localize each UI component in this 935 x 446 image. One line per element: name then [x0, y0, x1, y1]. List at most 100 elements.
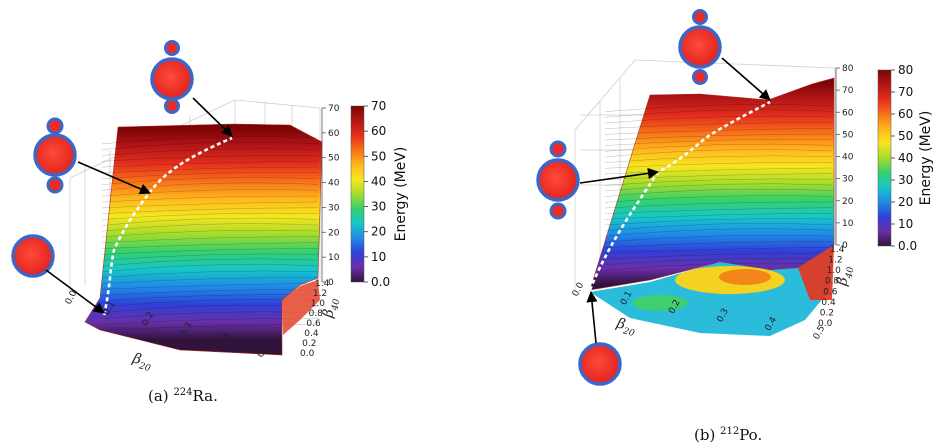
panel-a-fission-path: [102, 136, 233, 316]
panel-b-arrow-scission: [721, 57, 771, 101]
y-tick-label: 0.0: [818, 319, 833, 329]
z-tick-label: 70: [842, 86, 854, 96]
panel-a-nucleus-scission-icon: [150, 40, 194, 114]
contour-line: [604, 188, 833, 197]
panel-a-y-ticks: 0.00.20.40.60.81.01.21.4: [300, 279, 330, 359]
panel-a-contours: [101, 136, 319, 331]
contour-line: [101, 223, 319, 232]
z-tick-label: 20: [328, 228, 340, 238]
panel-b-y-ticks: 0.00.20.40.60.81.01.21.4: [818, 245, 845, 329]
y-tick-label: 0.6: [306, 319, 321, 329]
z-tick-label: 0: [328, 278, 334, 288]
contour-line: [101, 248, 319, 255]
contour-line: [101, 242, 319, 249]
contour-line: [101, 207, 319, 214]
contour-line: [101, 160, 319, 168]
contour-line: [101, 201, 319, 209]
contour-line: [604, 133, 833, 141]
y-tick-label: 0.4: [821, 298, 836, 308]
colorbar-tick-label: 0.0: [371, 275, 390, 289]
x-tick-label: 0.0: [64, 289, 80, 307]
panel-b-floor-hot-region: [719, 269, 771, 285]
contour-line: [604, 223, 833, 231]
y-tick-label: 1.4: [315, 279, 330, 289]
colorbar-tick-label: 10: [371, 250, 386, 264]
y-tick-label: 1.0: [311, 299, 326, 309]
z-tick-label: 30: [328, 203, 340, 213]
panel-b-y-label: β40: [834, 264, 856, 288]
colorbar-tick-label: 30: [371, 200, 386, 214]
contour-line: [604, 162, 833, 169]
panel-b-caption: (b) 212Po.: [694, 426, 762, 444]
colorbar-tick-label: 0.0: [898, 239, 917, 253]
colorbar-tick-label: 60: [898, 107, 913, 121]
z-tick-label: 40: [842, 153, 854, 163]
contour-line: [604, 115, 833, 124]
y-tick-label: 1.0: [827, 266, 842, 276]
colorbar-tick-label: 40: [898, 151, 913, 165]
colorbar-tick-label: 20: [371, 225, 386, 239]
y-tick-label: 1.2: [313, 289, 327, 299]
panel-a-nucleus-deformed-icon: [33, 117, 77, 194]
contour-line: [101, 154, 319, 162]
panel-a-colorbar: [350, 105, 365, 283]
contour-line: [604, 139, 833, 146]
y-tick-label: 0.8: [309, 309, 324, 319]
panel-b-floor-green-region: [632, 295, 688, 311]
z-tick-label: 70: [328, 104, 340, 114]
contour-line: [604, 201, 833, 209]
colorbar-tick-label: 40: [371, 174, 386, 188]
z-tick-label: 10: [328, 253, 340, 263]
contour-line: [604, 252, 833, 260]
z-tick-label: 10: [842, 219, 854, 229]
y-tick-label: 0.2: [820, 308, 834, 318]
contour-line: [604, 143, 833, 152]
panel-a-colorbar-ticks: 70 60 50 40 30 20 10 0.0: [364, 99, 390, 289]
colorbar-tick-label: 50: [898, 129, 913, 143]
contour-line: [604, 213, 833, 220]
contour-line: [604, 195, 833, 203]
z-tick-label: 40: [328, 179, 340, 189]
contour-line: [101, 136, 319, 145]
panel-b-x-label: β20: [613, 315, 638, 339]
panel-a-nucleus-spherical-icon: [11, 234, 55, 278]
contour-line: [604, 241, 833, 248]
z-tick-label: 80: [842, 64, 854, 74]
panel-a-y-label: β40: [320, 296, 342, 320]
panel-b-arrow-deformed: [579, 167, 660, 184]
z-tick-label: 50: [842, 130, 854, 140]
panel-b-floor-edge: [798, 245, 834, 300]
colorbar-tick-label: 30: [898, 173, 913, 187]
contour-line: [101, 229, 319, 238]
z-tick-label: 0: [842, 241, 848, 251]
panel-b-contours: [604, 104, 833, 271]
contour-line: [604, 173, 833, 180]
contour-line: [101, 141, 319, 150]
contour-line: [604, 247, 833, 254]
colorbar-tick-label: 60: [371, 124, 386, 138]
contour-line: [101, 172, 319, 180]
contour-line: [604, 167, 833, 175]
contour-line: [101, 195, 319, 203]
contour-line: [604, 149, 833, 158]
contour-line: [604, 128, 833, 135]
colorbar-tick-label: 20: [898, 195, 913, 209]
panel-b-z-axis: 0 10 20 30 40 50 60 70 80: [835, 64, 854, 251]
contour-line: [101, 182, 319, 191]
contour-line: [101, 288, 319, 296]
panel-a-x-label: β20: [129, 350, 154, 374]
colorbar-tick-label: 70: [898, 85, 913, 99]
contour-line: [101, 264, 319, 273]
contour-line: [101, 236, 319, 244]
colorbar-tick-label: 70: [371, 99, 386, 113]
contour-line: [101, 253, 319, 261]
contour-line: [101, 212, 319, 220]
z-tick-label: 50: [328, 154, 340, 164]
panel-a-colorbar-title: Energy (MeV): [393, 147, 409, 242]
contour-line: [604, 228, 833, 237]
colorbar-tick-label: 80: [898, 63, 913, 77]
panel-a-arrow-spherical: [45, 269, 105, 314]
panel-a-side-ridge: [282, 280, 320, 335]
